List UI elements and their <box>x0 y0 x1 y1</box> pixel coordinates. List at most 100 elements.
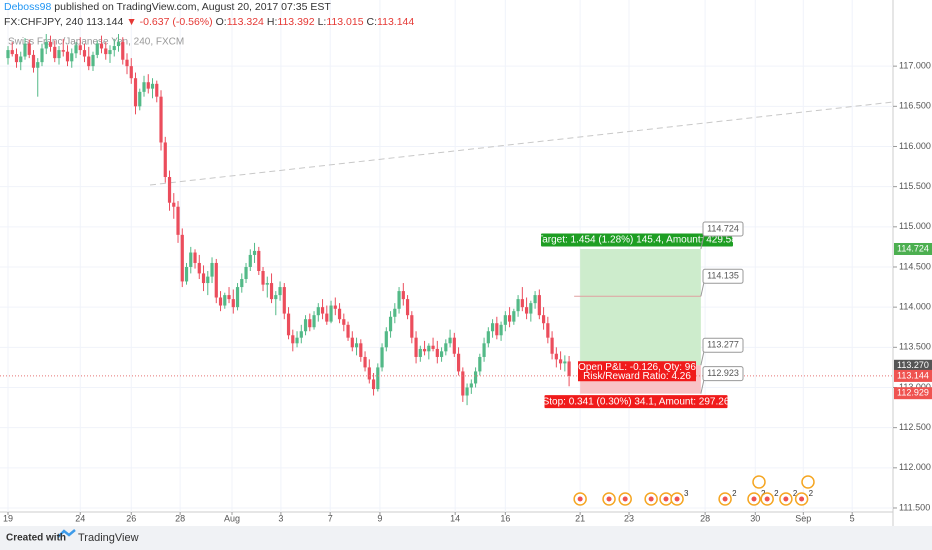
candle-body <box>465 387 469 396</box>
candle-body <box>31 54 36 68</box>
candle-body <box>57 50 61 59</box>
candle-body <box>291 335 295 344</box>
candle-body <box>537 295 541 316</box>
callout-box <box>702 337 744 353</box>
event-dot <box>799 496 805 502</box>
candle-body <box>520 299 524 308</box>
price-tag <box>894 369 932 382</box>
candle-body <box>27 43 31 55</box>
candle-body <box>244 266 248 280</box>
candle-body <box>435 348 439 357</box>
candle-body <box>53 46 57 59</box>
candle-body <box>261 271 265 285</box>
x-tick-label: Sep <box>795 513 811 523</box>
callout-box <box>702 366 744 382</box>
callout-pointer <box>700 282 705 297</box>
y-tick-label: 113.500 <box>899 342 931 352</box>
callout-pointer <box>700 351 705 366</box>
candle-body <box>299 331 303 338</box>
event-dot <box>783 496 789 502</box>
candle-body <box>163 142 167 178</box>
candle-body <box>167 177 172 203</box>
candle-body <box>231 299 235 308</box>
candle-body <box>550 337 554 354</box>
candle-body <box>19 56 23 63</box>
candle-body <box>74 45 78 54</box>
candle-body <box>146 82 150 89</box>
candle-body <box>248 254 252 267</box>
candle-body <box>482 343 486 357</box>
candle-body <box>193 252 197 263</box>
last-price: 113.144 <box>86 16 124 28</box>
candle-body <box>533 295 537 304</box>
price-tag-label: 113.144 <box>897 370 929 380</box>
x-tick-label: 21 <box>575 513 585 523</box>
candle-body <box>448 337 452 344</box>
footer-bar <box>0 526 932 550</box>
candle-body <box>452 337 456 354</box>
pnl-label: Open P&L: -0.126, Qty: 96 <box>578 362 696 373</box>
candle-body <box>325 313 329 322</box>
candle-body <box>48 42 53 47</box>
candle-body <box>121 42 125 60</box>
x-tick-label: 3 <box>278 513 283 523</box>
x-tick-label: 26 <box>126 513 136 523</box>
candle-body <box>227 295 231 300</box>
event-icon <box>801 475 815 489</box>
x-tick-label: 7 <box>328 513 333 523</box>
brand-logo <box>57 529 76 538</box>
candle-body <box>346 324 350 338</box>
candle-body <box>427 345 431 352</box>
candle-body <box>286 313 291 336</box>
y-tick-label: 116.500 <box>899 101 931 111</box>
candle-body <box>172 202 176 207</box>
price-tag <box>894 359 932 372</box>
symbol: FX:CHFJPY, 240 <box>4 16 84 28</box>
candle-body <box>558 359 563 364</box>
trend-line <box>149 101 894 186</box>
published: published on TradingView.com, August 20,… <box>54 1 331 13</box>
symbol-line: FX:CHFJPY, 240 113.144 ▼ -0.637 (-0.56%) O:… <box>4 16 417 28</box>
candle-body <box>10 50 14 55</box>
price-tag-label: 113.270 <box>897 360 929 370</box>
target-label: Target: 1.454 (1.28%) 145.4, Amount: 429… <box>537 235 737 246</box>
ohlc-label: H: <box>266 16 278 28</box>
candle-body <box>333 305 337 309</box>
candle-body <box>180 234 184 282</box>
event-dot <box>577 496 583 502</box>
candle-body <box>155 83 159 97</box>
candle-body <box>444 343 448 352</box>
event-dot <box>663 496 669 502</box>
event-dot <box>622 496 628 502</box>
candle-body <box>461 371 465 396</box>
candle-body <box>150 83 155 89</box>
candle-body <box>418 348 422 357</box>
candle-body <box>82 50 87 57</box>
candle-body <box>65 51 70 62</box>
candle-body <box>486 331 490 344</box>
candle-body <box>133 78 138 107</box>
candle-body <box>503 315 507 325</box>
x-tick-label: 23 <box>624 513 634 523</box>
candle-body <box>371 379 376 390</box>
candle-body <box>295 337 299 344</box>
x-tick-label: 16 <box>500 513 510 523</box>
candle-body <box>142 82 146 92</box>
callout-pointer <box>700 379 705 394</box>
stop-label-box <box>544 395 728 409</box>
price-tag-label: 112.929 <box>897 388 929 398</box>
candle-body <box>6 50 10 59</box>
candle-body <box>36 62 40 68</box>
candle-body <box>269 283 274 300</box>
candle-body <box>354 343 359 348</box>
ohlc-value: 113.144 <box>377 16 415 28</box>
candle-body <box>214 262 218 298</box>
event-dot <box>722 496 728 502</box>
callout-pointer <box>700 234 705 250</box>
candle-body <box>512 311 516 322</box>
candle-body <box>499 324 503 336</box>
candle-body <box>350 337 354 348</box>
candle-body <box>87 56 91 67</box>
symbol-description: Swiss Franc/Japanese Yen, 240, FXCM <box>8 37 184 48</box>
